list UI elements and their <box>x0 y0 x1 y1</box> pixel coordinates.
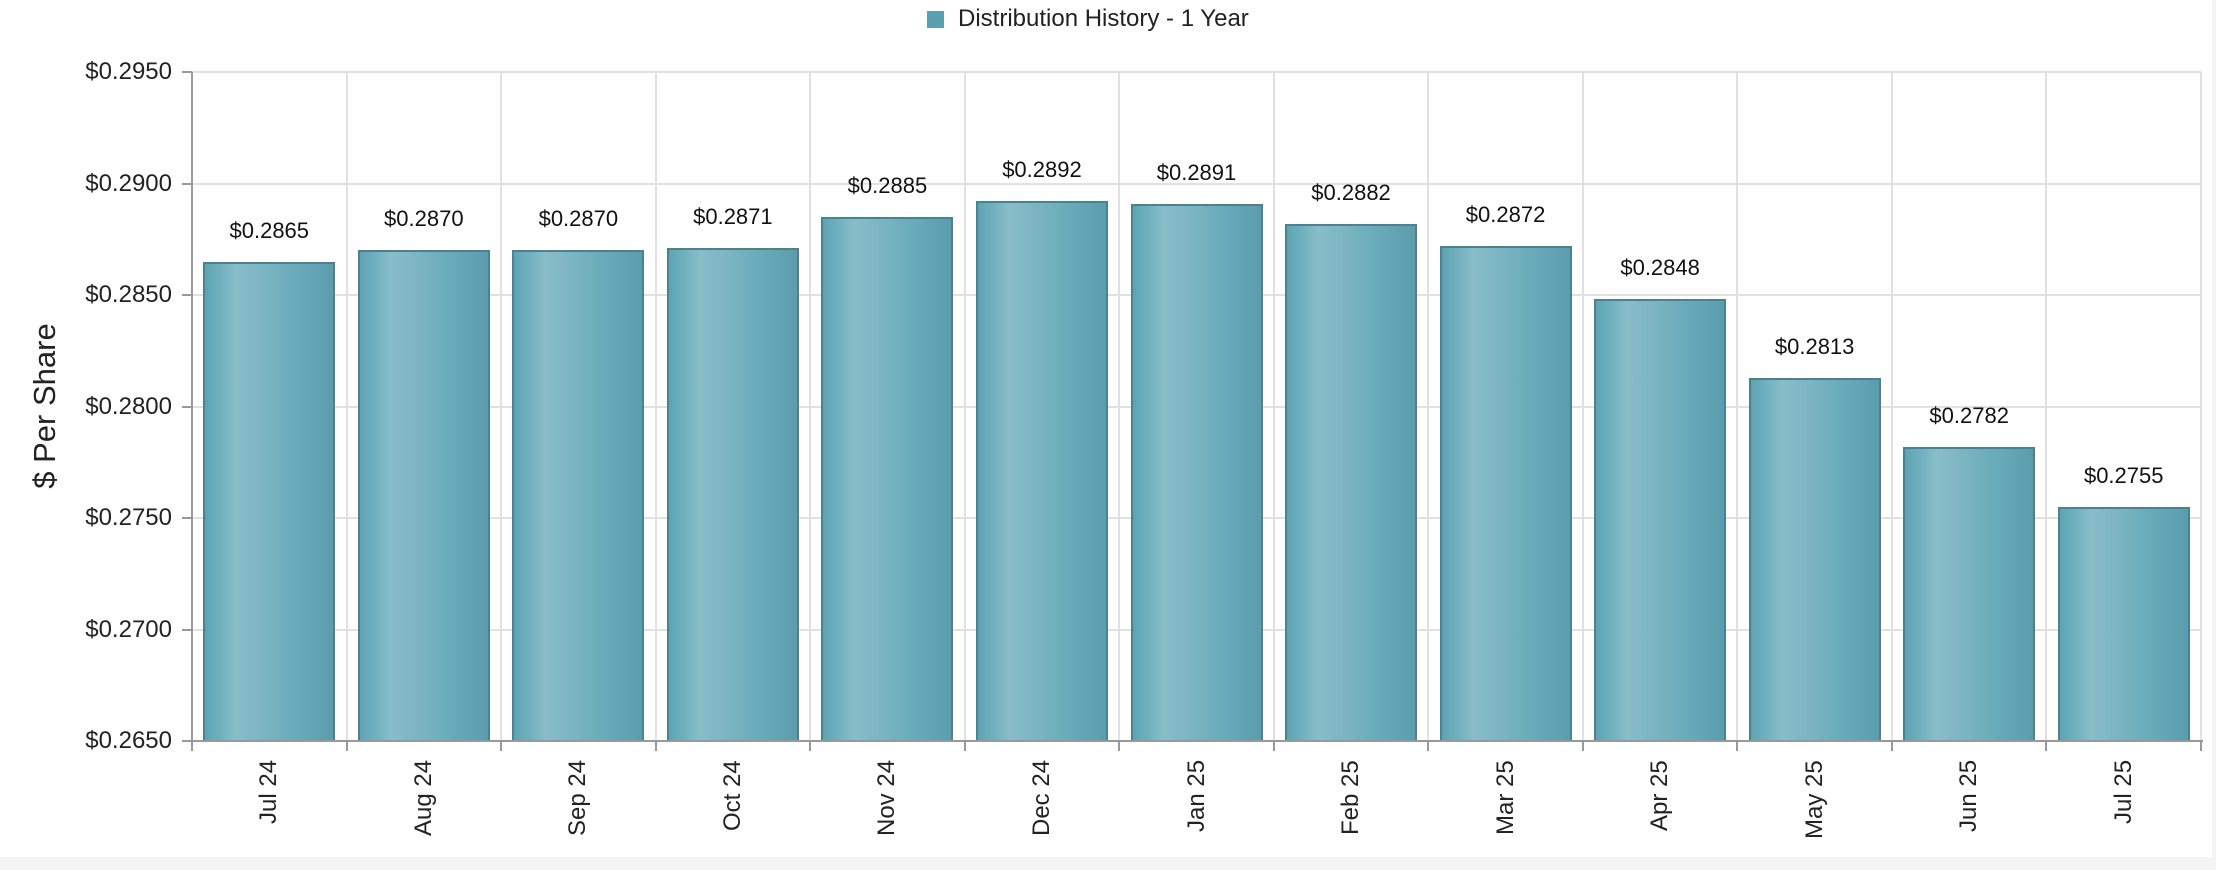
gridline-vertical <box>345 72 348 741</box>
gridline-vertical <box>1581 72 1584 741</box>
x-tick-label: Jul 25 <box>2109 759 2137 824</box>
bar-jul-25[interactable] <box>2057 506 2190 742</box>
bar-nov-24[interactable] <box>821 216 954 742</box>
bar-sep-24[interactable] <box>512 250 645 742</box>
gridline-vertical <box>1427 72 1430 741</box>
x-tick-label: Nov 24 <box>873 759 901 836</box>
legend-swatch-icon <box>927 10 944 28</box>
gridline-vertical <box>1118 72 1121 741</box>
x-tick-mark <box>963 741 966 751</box>
data-label: $0.2882 <box>1311 179 1391 205</box>
x-tick-label: Oct 24 <box>718 760 746 831</box>
gridline-vertical <box>1890 72 1893 741</box>
legend-item[interactable]: Distribution History - 1 Year <box>927 4 1249 34</box>
bottom-band <box>0 857 2216 870</box>
x-tick-label: Jul 24 <box>255 759 283 824</box>
data-label: $0.2755 <box>2083 462 2164 488</box>
x-tick-label: Dec 24 <box>1027 759 1055 836</box>
gridline-vertical <box>500 72 503 741</box>
bar-apr-25[interactable] <box>1594 299 1727 742</box>
x-tick-mark <box>1272 741 1275 751</box>
gridline-vertical <box>2045 72 2048 741</box>
gridline-vertical <box>1736 72 1739 741</box>
y-tick-mark <box>182 517 192 519</box>
data-label: $0.2891 <box>1156 159 1237 185</box>
data-label: $0.2870 <box>384 206 464 232</box>
y-tick-label: $0.2900 <box>85 169 172 197</box>
y-tick-label: $0.2650 <box>85 727 172 754</box>
x-tick-mark <box>1581 741 1584 751</box>
gridline-horizontal <box>192 71 2201 73</box>
bar-oct-24[interactable] <box>666 248 799 742</box>
bar-jul-24[interactable] <box>203 261 336 742</box>
x-tick-label: Mar 25 <box>1491 760 1519 835</box>
bar-may-25[interactable] <box>1748 377 1881 742</box>
x-tick-mark <box>1890 741 1893 751</box>
x-tick-label: Jan 25 <box>1182 759 1210 832</box>
x-tick-mark <box>1118 741 1121 751</box>
bar-jan-25[interactable] <box>1130 203 1263 742</box>
bar-feb-25[interactable] <box>1285 223 1418 742</box>
x-tick-label: Feb 25 <box>1337 760 1365 835</box>
y-axis-line <box>191 72 193 750</box>
data-label: $0.2885 <box>847 172 928 198</box>
bar-mar-25[interactable] <box>1439 245 1572 742</box>
x-tick-mark <box>500 741 503 751</box>
y-tick-label: $0.2850 <box>85 281 172 308</box>
x-tick-mark <box>1427 741 1430 751</box>
gridline-horizontal <box>192 182 2201 185</box>
gridline-vertical <box>654 72 657 741</box>
x-tick-mark <box>1736 741 1739 751</box>
x-tick-mark <box>345 741 348 751</box>
x-tick-label: Apr 25 <box>1646 760 1674 831</box>
x-tick-mark <box>2200 741 2202 751</box>
data-label: $0.2813 <box>1774 333 1855 359</box>
y-tick-label: $0.2700 <box>85 615 172 643</box>
right-band <box>2212 0 2216 870</box>
data-label: $0.2870 <box>538 206 619 232</box>
y-tick-mark <box>182 294 192 296</box>
data-label: $0.2865 <box>229 217 310 243</box>
x-tick-mark <box>654 741 657 751</box>
data-label: $0.2892 <box>1002 157 1082 183</box>
gridline-vertical <box>809 72 812 741</box>
gridline-vertical <box>963 72 966 741</box>
x-axis-line <box>182 740 2203 742</box>
data-label: $0.2872 <box>1465 201 1546 227</box>
bar-aug-24[interactable] <box>357 250 490 742</box>
y-tick-mark <box>182 71 192 73</box>
bar-dec-24[interactable] <box>975 201 1108 742</box>
data-label: $0.2782 <box>1929 402 2009 428</box>
gridline-vertical <box>1272 72 1275 741</box>
x-tick-label: May 25 <box>1800 760 1828 839</box>
bar-jun-25[interactable] <box>1903 446 2036 742</box>
x-tick-mark <box>2045 741 2048 751</box>
x-tick-label: Sep 24 <box>564 759 592 836</box>
data-label: $0.2871 <box>693 204 773 230</box>
data-label: $0.2848 <box>1620 255 1700 281</box>
y-tick-label: $0.2750 <box>85 504 172 531</box>
y-tick-mark <box>182 182 192 185</box>
y-tick-label: $0.2950 <box>85 58 172 85</box>
legend-label: Distribution History - 1 Year <box>958 5 1249 32</box>
x-tick-label: Jun 25 <box>1955 759 1983 832</box>
gridline-vertical <box>2200 72 2202 741</box>
y-tick-label: $0.2800 <box>85 392 172 420</box>
y-tick-mark <box>182 405 192 408</box>
y-tick-mark <box>182 628 192 631</box>
x-tick-label: Aug 24 <box>409 759 437 836</box>
x-tick-mark <box>809 741 812 751</box>
